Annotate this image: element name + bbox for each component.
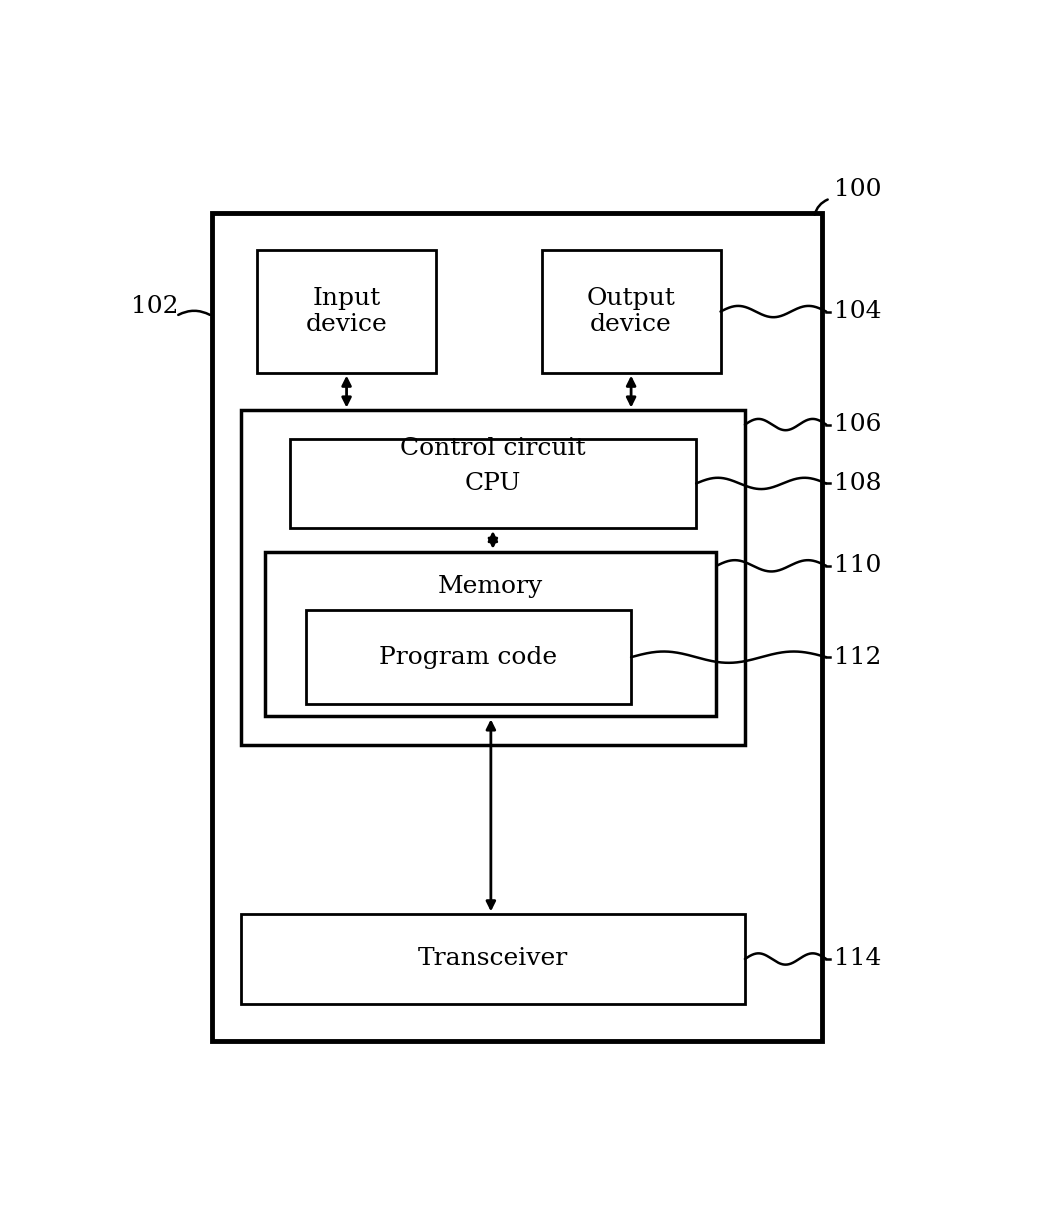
Text: 102: 102 [131,295,178,318]
Bar [241,915,745,1004]
Text: 114: 114 [834,948,882,971]
Bar [265,552,716,717]
Bar [290,439,697,528]
Text: CPU: CPU [465,472,521,495]
Text: 106: 106 [834,413,882,437]
Text: Output
device: Output device [586,286,676,336]
Text: Control circuit: Control circuit [400,437,585,460]
Text: Program code: Program code [380,646,558,669]
Bar [306,610,631,704]
Text: Transceiver: Transceiver [418,948,568,971]
Text: 100: 100 [834,177,882,201]
Text: 104: 104 [834,300,882,323]
Bar [241,411,745,745]
Text: Memory: Memory [438,575,543,598]
Text: 110: 110 [834,554,882,577]
Bar [212,213,822,1042]
Bar [541,251,721,373]
Bar [257,251,436,373]
Text: 112: 112 [834,646,882,669]
Text: 108: 108 [834,472,882,495]
Text: Input
device: Input device [305,286,387,336]
